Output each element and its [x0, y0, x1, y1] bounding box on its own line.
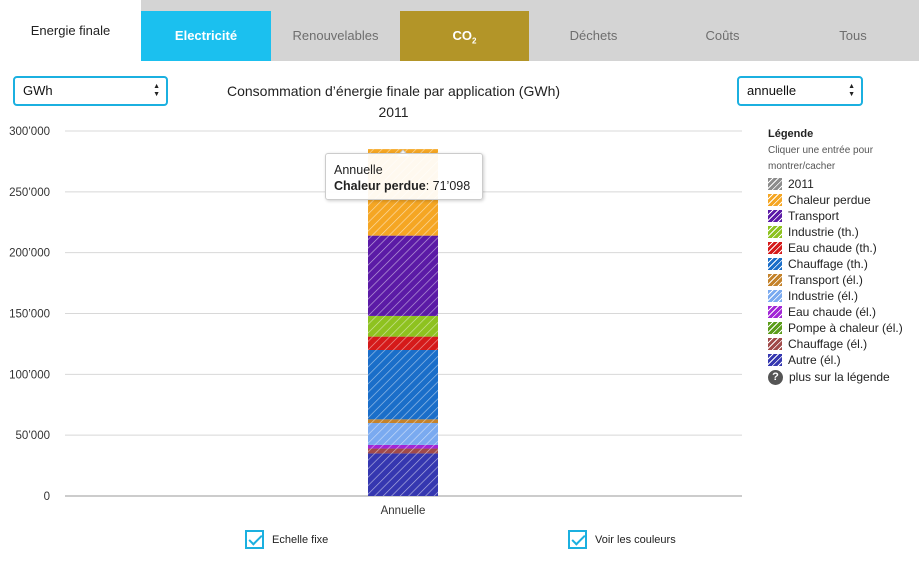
- bar-segment-hatch: [368, 423, 438, 445]
- bar-segment-hatch: [368, 453, 438, 496]
- legend-item-label: Industrie (él.): [788, 289, 859, 303]
- legend-swatch: [768, 274, 782, 286]
- period-select[interactable]: annuelle ▲ ▼: [737, 76, 863, 106]
- fixed-scale-checkbox[interactable]: Echelle fixe: [245, 530, 328, 549]
- legend-swatch: [768, 242, 782, 254]
- y-tick-label: 0: [44, 491, 50, 503]
- legend-swatch: [768, 338, 782, 350]
- bar-segment-hatch: [368, 448, 438, 454]
- tooltip-value: : 71’098: [425, 179, 471, 193]
- tab-tous[interactable]: Tous: [839, 28, 867, 43]
- legend-item-label: Chauffage (th.): [788, 257, 868, 271]
- tooltip-header: Annuelle: [334, 163, 383, 177]
- tab-electricite[interactable]: Electricité: [141, 11, 271, 61]
- unit-select[interactable]: GWh ▲ ▼: [13, 76, 168, 106]
- bar-segment-hatch: [368, 336, 438, 350]
- legend-item[interactable]: 2011: [768, 176, 918, 192]
- checkmark-icon: [568, 530, 587, 549]
- tab-co2[interactable]: CO2: [400, 11, 529, 61]
- legend-item[interactable]: Chauffage (th.): [768, 256, 918, 272]
- x-tick-label: Annuelle: [381, 505, 426, 517]
- y-tick-label: 250’000: [9, 187, 50, 199]
- legend-swatch: [768, 322, 782, 334]
- tab-renouvelables[interactable]: Renouvelables: [292, 28, 379, 43]
- tooltip-row: Chaleur perdue: 71’098: [334, 178, 474, 194]
- legend-item-label: Transport: [788, 209, 839, 223]
- fixed-scale-label: Echelle fixe: [272, 533, 329, 546]
- bar-segment-hatch: [368, 315, 438, 337]
- chart-title: Consommation d’énergie finale par applic…: [226, 83, 561, 99]
- bar-segment-hatch: [368, 444, 438, 449]
- chart-subtitle: 2011: [378, 104, 409, 120]
- legend-swatch: [768, 354, 782, 366]
- legend-item-label: 2011: [788, 177, 814, 191]
- checkmark-icon: [245, 530, 264, 549]
- legend: Légende Cliquer une entrée pour montrer/…: [768, 128, 918, 385]
- legend-more-link[interactable]: ? plus sur la légende: [768, 369, 918, 385]
- legend-item[interactable]: Transport: [768, 208, 918, 224]
- legend-title: Légende: [768, 128, 814, 140]
- legend-swatch: [768, 290, 782, 302]
- tab-co2-subscript: 2: [472, 36, 477, 46]
- y-tick-label: 100’000: [9, 369, 50, 381]
- tab-dechets[interactable]: Déchets: [569, 28, 618, 43]
- legend-swatch: [768, 258, 782, 270]
- tab-couts[interactable]: Coûts: [705, 28, 740, 43]
- legend-item-label: Eau chaude (él.): [788, 305, 877, 319]
- question-icon: ?: [768, 369, 783, 385]
- tooltip-series-name: Chaleur perdue: [334, 179, 426, 193]
- legend-item-label: Pompe à chaleur (él.): [788, 321, 903, 335]
- bar-segment-hatch: [368, 350, 438, 420]
- y-tick-label: 50’000: [15, 430, 50, 442]
- legend-item-label: Industrie (th.): [788, 225, 859, 239]
- legend-item-label: Autre (él.): [788, 353, 841, 367]
- legend-item[interactable]: Chauffage (él.): [768, 336, 918, 352]
- legend-swatch: [768, 178, 782, 190]
- y-tick-label: 300’000: [9, 126, 50, 138]
- select-arrows-icon: ▲ ▼: [848, 83, 855, 98]
- legend-items: 2011 Chaleur perdue Transport Industrie (th…: [768, 176, 918, 368]
- legend-swatch: [768, 210, 782, 222]
- legend-swatch: [768, 226, 782, 238]
- show-colors-label: Voir les couleurs: [595, 533, 676, 546]
- tab-co2-label: CO: [452, 28, 473, 43]
- legend-hint: Cliquer une entrée pour montrer/cacher: [768, 145, 874, 172]
- tab-energie-finale[interactable]: Energie finale: [0, 0, 141, 61]
- select-arrows-icon: ▲ ▼: [153, 83, 160, 98]
- legend-swatch: [768, 194, 782, 206]
- y-tick-label: 150’000: [9, 309, 50, 321]
- legend-item-label: Transport (él.): [788, 273, 863, 287]
- legend-item[interactable]: Industrie (th.): [768, 224, 918, 240]
- legend-item-label: Chaleur perdue: [788, 193, 871, 207]
- bar-segment-hatch: [368, 235, 438, 316]
- chart-tooltip: Annuelle Chaleur perdue: 71’098: [325, 153, 483, 200]
- legend-item[interactable]: Eau chaude (él.): [768, 304, 918, 320]
- y-tick-label: 200’000: [9, 248, 50, 260]
- legend-item[interactable]: Industrie (él.): [768, 288, 918, 304]
- unit-select-value: GWh: [23, 83, 53, 98]
- tab-bar: Energie finale Electricité Renouvelables…: [0, 0, 919, 61]
- legend-item-label: Chauffage (él.): [788, 337, 868, 351]
- legend-more-label: plus sur la légende: [789, 370, 890, 384]
- legend-item[interactable]: Transport (él.): [768, 272, 918, 288]
- legend-item[interactable]: Eau chaude (th.): [768, 240, 918, 256]
- legend-item[interactable]: Chaleur perdue: [768, 192, 918, 208]
- show-colors-checkbox[interactable]: Voir les couleurs: [568, 530, 676, 549]
- period-select-value: annuelle: [747, 83, 797, 98]
- bar-segment-hatch: [368, 419, 438, 423]
- legend-item[interactable]: Autre (él.): [768, 352, 918, 368]
- legend-swatch: [768, 306, 782, 318]
- legend-item[interactable]: Pompe à chaleur (él.): [768, 320, 918, 336]
- legend-item-label: Eau chaude (th.): [788, 241, 877, 255]
